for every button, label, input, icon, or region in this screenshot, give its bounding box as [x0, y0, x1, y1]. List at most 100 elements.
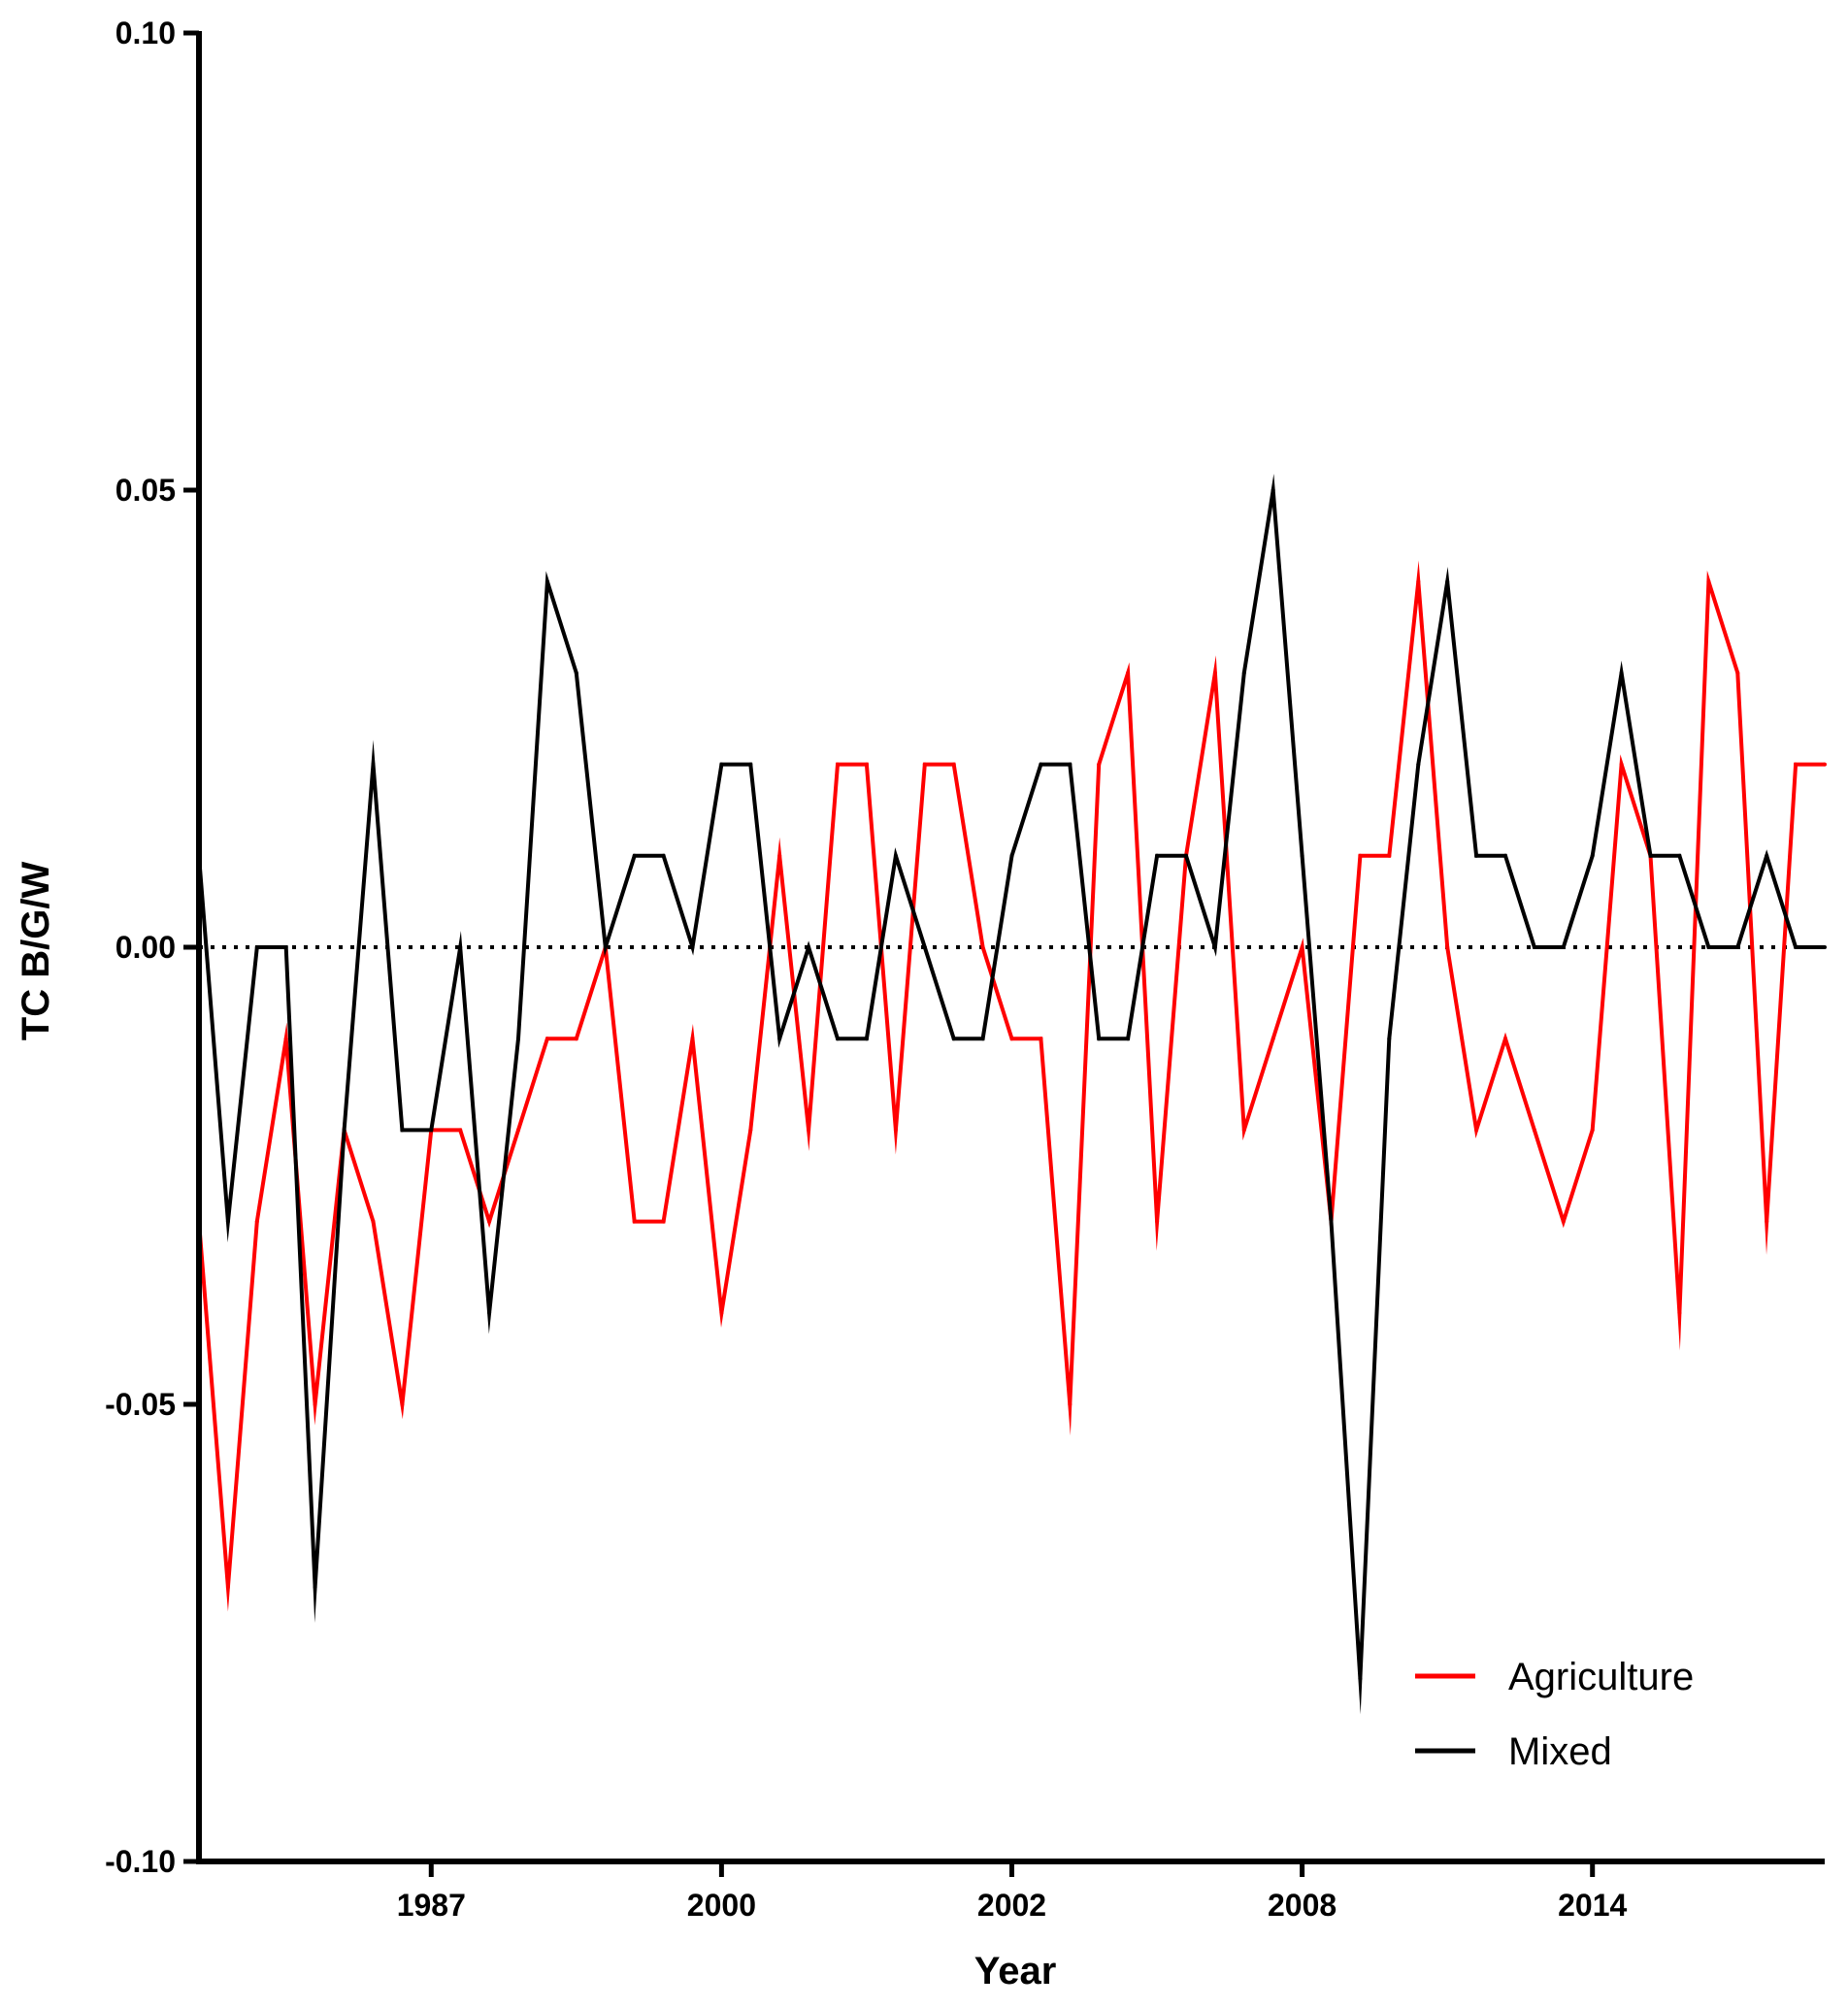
x-tick-label: 2008	[1268, 1888, 1336, 1923]
x-tick-label: 2014	[1558, 1888, 1627, 1923]
data-point-mixed	[1474, 853, 1479, 858]
data-point-mixed	[1270, 488, 1275, 492]
data-point-agriculture	[225, 1585, 230, 1590]
data-point-mixed	[690, 945, 695, 949]
data-point-mixed	[1155, 853, 1160, 858]
data-point-agriculture	[1445, 945, 1450, 949]
data-point-mixed	[313, 1585, 317, 1590]
data-point-mixed	[544, 579, 549, 584]
data-point-mixed	[1823, 945, 1827, 949]
data-point-mixed	[283, 945, 288, 949]
data-point-agriculture	[893, 1128, 898, 1133]
data-point-mixed	[893, 853, 898, 858]
data-point-mixed	[1387, 1037, 1392, 1041]
data-point-mixed	[371, 762, 376, 767]
data-point-agriculture	[1270, 1037, 1275, 1041]
data-point-agriculture	[487, 1219, 492, 1224]
data-point-agriculture	[1009, 1037, 1014, 1041]
y-axis-title: TC B/G/W	[15, 862, 57, 1041]
data-point-mixed	[1590, 853, 1595, 858]
series-line-agriculture	[197, 560, 1825, 1612]
data-point-agriculture	[719, 1310, 724, 1315]
data-point-agriculture	[1503, 1037, 1507, 1041]
legend-label-mixed: Mixed	[1508, 1730, 1612, 1773]
data-point-mixed	[836, 1037, 840, 1041]
data-point-mixed	[1068, 762, 1072, 767]
data-point-agriculture	[1387, 853, 1392, 858]
data-point-agriculture	[1212, 671, 1217, 675]
data-point-agriculture	[313, 1402, 317, 1406]
data-point-mixed	[574, 671, 578, 675]
data-point-mixed	[1765, 853, 1769, 858]
x-axis-title: Year	[974, 1950, 1057, 1992]
data-point-agriculture	[1765, 1219, 1769, 1224]
data-point-mixed	[487, 1310, 492, 1315]
data-point-agriculture	[951, 762, 956, 767]
data-point-mixed	[1300, 853, 1304, 858]
data-point-agriculture	[1532, 1128, 1536, 1133]
data-point-mixed	[1532, 945, 1536, 949]
data-point-agriculture	[1474, 1128, 1479, 1133]
data-point-agriculture	[1358, 853, 1363, 858]
data-point-mixed	[719, 762, 724, 767]
x-tick-label: 2000	[687, 1888, 756, 1923]
data-point-mixed	[1416, 762, 1421, 767]
data-point-agriculture	[864, 762, 869, 767]
y-tick-label: 0.00	[116, 930, 176, 965]
data-point-agriculture	[544, 1037, 549, 1041]
data-point-mixed	[980, 1037, 985, 1041]
x-tick-label: 2002	[977, 1888, 1046, 1923]
data-point-agriculture	[254, 1219, 259, 1224]
data-point-mixed	[1241, 671, 1246, 675]
y-tick-label: -0.10	[105, 1844, 176, 1879]
series-mixed	[197, 474, 1827, 1715]
data-point-mixed	[1126, 1037, 1131, 1041]
data-point-agriculture	[1706, 579, 1711, 584]
data-point-mixed	[1503, 853, 1507, 858]
data-point-mixed	[1677, 853, 1682, 858]
data-point-mixed	[632, 853, 637, 858]
data-point-mixed	[1358, 1676, 1363, 1681]
data-point-mixed	[1329, 1219, 1334, 1224]
data-point-mixed	[748, 762, 753, 767]
data-point-mixed	[1039, 762, 1043, 767]
data-point-mixed	[1097, 1037, 1102, 1041]
data-point-agriculture	[1039, 1037, 1043, 1041]
data-point-agriculture	[1126, 671, 1131, 675]
data-point-agriculture	[777, 853, 782, 858]
data-point-agriculture	[1561, 1219, 1566, 1224]
data-point-agriculture	[1241, 1128, 1246, 1133]
data-point-mixed	[1212, 945, 1217, 949]
data-point-mixed	[516, 1037, 520, 1041]
series-line-mixed	[197, 474, 1825, 1715]
data-point-mixed	[922, 945, 927, 949]
series-agriculture	[197, 560, 1827, 1612]
data-point-agriculture	[807, 1128, 811, 1133]
data-point-agriculture	[1823, 762, 1827, 767]
data-point-mixed	[1794, 945, 1798, 949]
data-point-mixed	[1561, 945, 1566, 949]
data-point-agriculture	[1590, 1128, 1595, 1133]
data-point-mixed	[1735, 945, 1740, 949]
data-point-agriculture	[836, 762, 840, 767]
data-point-agriculture	[748, 1128, 753, 1133]
data-point-mixed	[1445, 579, 1450, 584]
data-point-agriculture	[1794, 762, 1798, 767]
data-point-mixed	[1619, 671, 1624, 675]
data-point-mixed	[1009, 853, 1014, 858]
data-point-agriculture	[1097, 762, 1102, 767]
data-point-agriculture	[1619, 762, 1624, 767]
data-point-agriculture	[574, 1037, 578, 1041]
data-point-mixed	[777, 1037, 782, 1041]
data-point-agriculture	[1155, 1219, 1160, 1224]
y-tick-label: -0.05	[105, 1387, 176, 1422]
data-point-mixed	[807, 945, 811, 949]
legend-label-agriculture: Agriculture	[1508, 1656, 1694, 1698]
legend: Agriculture Mixed	[1415, 1656, 1694, 1773]
data-point-mixed	[342, 1128, 346, 1133]
data-point-mixed	[661, 853, 666, 858]
data-point-mixed	[458, 945, 463, 949]
data-point-agriculture	[1735, 671, 1740, 675]
